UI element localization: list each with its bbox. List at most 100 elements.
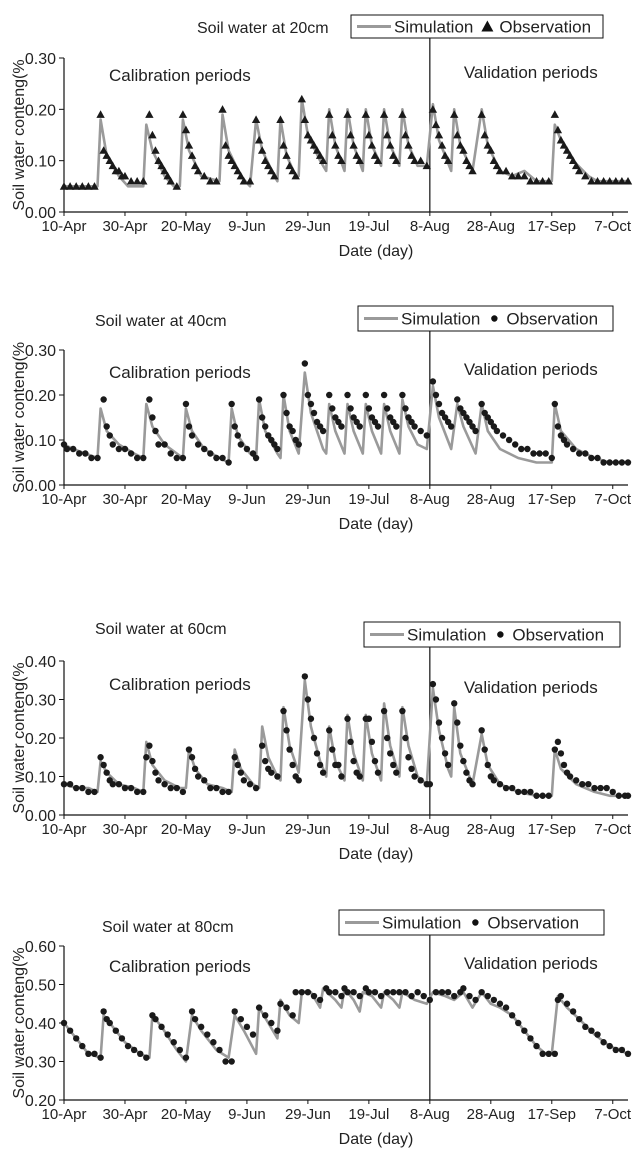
observation-point: [575, 166, 584, 175]
y-tick-label: 0.40: [25, 654, 56, 671]
panel-4: 0.20 0.30 0.40 0.50 0.60 10-Apr 30-Apr 20-May 9-…: [11, 909, 632, 1148]
observation-point: [228, 400, 235, 408]
observation-point: [325, 110, 334, 118]
observation-point: [106, 432, 113, 439]
observation-point: [100, 396, 107, 403]
observation-point: [505, 436, 513, 444]
observation-point: [408, 418, 415, 426]
observation-point: [59, 182, 69, 190]
observation-point: [557, 432, 565, 439]
observation-point: [487, 418, 495, 426]
observation-point: [155, 777, 162, 784]
observation-point: [432, 696, 440, 703]
observation-point: [212, 177, 221, 185]
observation-point: [149, 757, 156, 765]
observation-point: [408, 765, 415, 772]
observation-point: [240, 777, 248, 784]
observation-point: [374, 423, 382, 430]
observation-point: [257, 146, 267, 154]
x-axis-title: Date (day): [339, 516, 414, 533]
observation-point: [429, 378, 437, 385]
observation-point: [304, 696, 312, 703]
validation-label: Validation periods: [464, 63, 598, 82]
observation-point: [502, 784, 510, 792]
observation-point: [361, 110, 371, 118]
observation-point: [597, 784, 604, 792]
observation-point: [268, 436, 275, 444]
observation-point: [236, 171, 246, 180]
observation-point: [460, 757, 467, 765]
observation-point: [282, 151, 291, 159]
observation-point: [289, 761, 296, 769]
observation-point: [609, 788, 616, 796]
observation-point: [298, 989, 305, 996]
observation-point: [490, 423, 498, 430]
observation-point: [312, 146, 322, 154]
observation-point: [399, 707, 406, 715]
observation-point: [286, 423, 293, 430]
observation-point: [315, 151, 325, 159]
observation-point: [612, 1046, 620, 1054]
legend-observation-marker: [481, 20, 494, 32]
observation-point: [343, 110, 352, 118]
observation-point: [146, 396, 153, 403]
observation-point: [374, 769, 382, 776]
x-tick-label: 10-Apr: [41, 1106, 86, 1123]
observation-point: [127, 450, 135, 457]
legend: Simulation Observation: [350, 14, 604, 39]
observation-point: [210, 1039, 217, 1046]
observation-point: [319, 769, 327, 776]
observation-point: [301, 673, 309, 680]
observation-point: [533, 792, 540, 799]
observation-point: [426, 996, 434, 1004]
simulation-line: [62, 987, 630, 1063]
observation-point: [285, 161, 294, 170]
observation-point: [187, 151, 197, 159]
observation-point: [469, 781, 476, 788]
observation-point: [227, 156, 236, 165]
observation-point: [456, 141, 465, 149]
legend-observation-label: Observation: [487, 914, 579, 933]
x-tick-label: 7-Oct: [594, 1106, 632, 1123]
observation-point: [468, 166, 477, 175]
observation-point: [483, 141, 492, 149]
observation-point: [344, 391, 351, 399]
observation-point: [551, 400, 559, 408]
observation-point: [484, 414, 491, 421]
observation-point: [560, 436, 568, 444]
observation-point: [121, 445, 129, 453]
observation-point: [108, 161, 117, 170]
x-tick-label: 29-Jun: [285, 491, 331, 508]
observation-point: [193, 166, 203, 175]
observation-point: [66, 1027, 74, 1034]
observation-point: [245, 177, 255, 185]
observation-point: [478, 727, 485, 734]
validation-label: Validation periods: [464, 678, 598, 697]
observation-point: [85, 1050, 92, 1058]
observation-point: [173, 454, 180, 462]
observation-point: [512, 441, 519, 448]
observation-point: [143, 1054, 150, 1061]
observation-point: [435, 719, 443, 726]
observation-point: [274, 1027, 281, 1034]
y-tick-label: 0.20: [25, 1093, 56, 1110]
observation-point: [133, 788, 141, 796]
y-tick-label: 0.00: [25, 808, 56, 825]
observation-point: [606, 459, 613, 466]
observation-point: [329, 746, 336, 753]
observation-point: [233, 166, 242, 175]
observation-point: [350, 989, 357, 996]
legend-box: [350, 14, 604, 39]
observation-point: [262, 1012, 269, 1019]
observation-point: [411, 773, 418, 780]
observation-point: [585, 781, 592, 788]
y-tick-label: 0.30: [25, 1055, 56, 1072]
observation-point: [239, 177, 249, 185]
observation-point: [331, 141, 340, 149]
observation-point: [481, 746, 488, 753]
observation-point: [557, 750, 565, 757]
x-tick-label: 8-Aug: [410, 218, 450, 235]
observation-point: [251, 115, 261, 123]
observation-point: [444, 761, 452, 769]
y-tick-label: 0.20: [25, 388, 56, 405]
